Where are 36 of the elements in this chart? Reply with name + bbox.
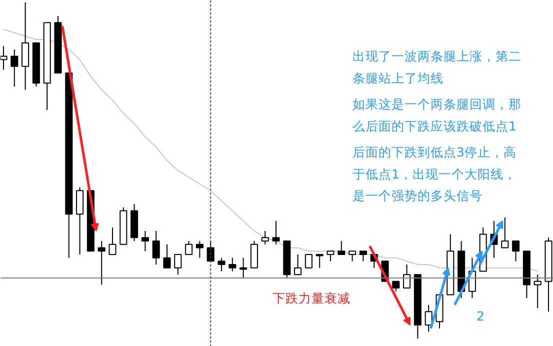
candlestick bbox=[338, 240, 346, 255]
candlestick bbox=[196, 240, 204, 258]
candlestick bbox=[534, 274, 542, 309]
candlestick bbox=[392, 280, 400, 292]
candlestick bbox=[424, 304, 432, 332]
candlestick bbox=[501, 217, 509, 248]
candlestick bbox=[512, 240, 520, 262]
candlestick bbox=[174, 254, 182, 276]
candlestick bbox=[152, 230, 160, 266]
candlestick bbox=[185, 240, 193, 255]
candlestick bbox=[359, 250, 367, 262]
candlestick bbox=[22, 2, 30, 90]
candlestick bbox=[240, 257, 248, 278]
candlestick bbox=[304, 254, 312, 268]
candlestick bbox=[403, 264, 411, 289]
candlestick bbox=[261, 230, 269, 245]
candlestick bbox=[76, 186, 84, 255]
candlestick bbox=[250, 240, 258, 268]
candlestick bbox=[98, 240, 106, 286]
candlestick bbox=[108, 227, 116, 255]
candlestick bbox=[0, 46, 8, 70]
candlestick bbox=[163, 244, 171, 268]
annotation: 如果这是一个两条腿回调，那么后面的下跌应该跌破低点1 bbox=[352, 96, 522, 134]
candlestick bbox=[141, 230, 149, 252]
candlestick bbox=[326, 250, 334, 262]
annotation: 出现了一波两条腿上涨，第二条腿站上了均线 bbox=[352, 48, 522, 86]
candlestick bbox=[10, 49, 18, 87]
annotation: 后面的下跌到低点3停止，高于低点1，出现一个大阳线，是一个强势的多头信号 bbox=[352, 144, 516, 203]
candlestick bbox=[218, 257, 226, 272]
candlestick bbox=[348, 250, 356, 262]
candlestick bbox=[316, 254, 324, 268]
candlestick bbox=[228, 257, 236, 272]
candlestick bbox=[294, 254, 302, 276]
annotation: 2 bbox=[476, 308, 484, 324]
candlestick bbox=[272, 220, 280, 245]
annotation: 下跌力量衰减 bbox=[272, 290, 350, 306]
